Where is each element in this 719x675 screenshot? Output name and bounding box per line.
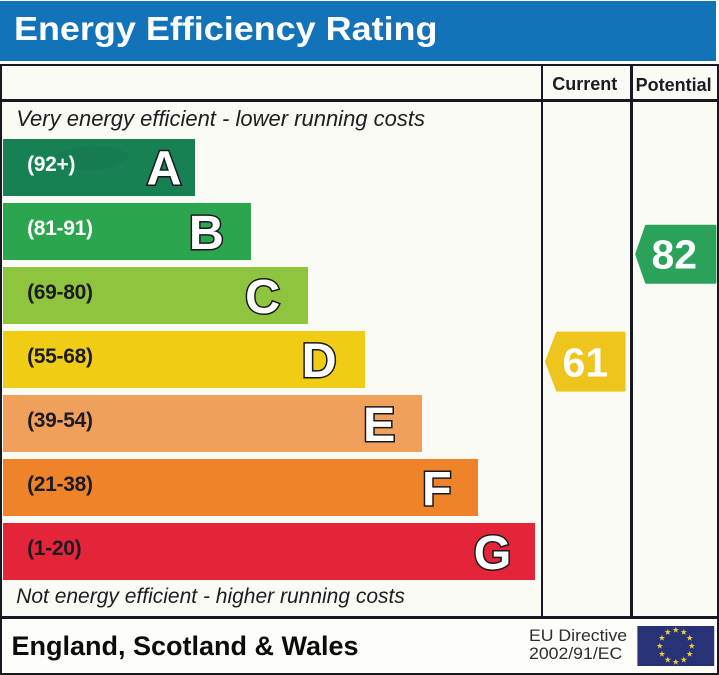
svg-text:E: E (363, 398, 395, 452)
svg-text:61: 61 (562, 340, 608, 386)
svg-text:A: A (147, 141, 182, 195)
svg-text:B: B (189, 206, 224, 260)
svg-text:D: D (302, 334, 337, 388)
svg-text:82: 82 (651, 231, 697, 277)
svg-text:C: C (245, 270, 280, 324)
svg-text:F: F (422, 462, 452, 516)
svg-text:G: G (474, 526, 512, 580)
